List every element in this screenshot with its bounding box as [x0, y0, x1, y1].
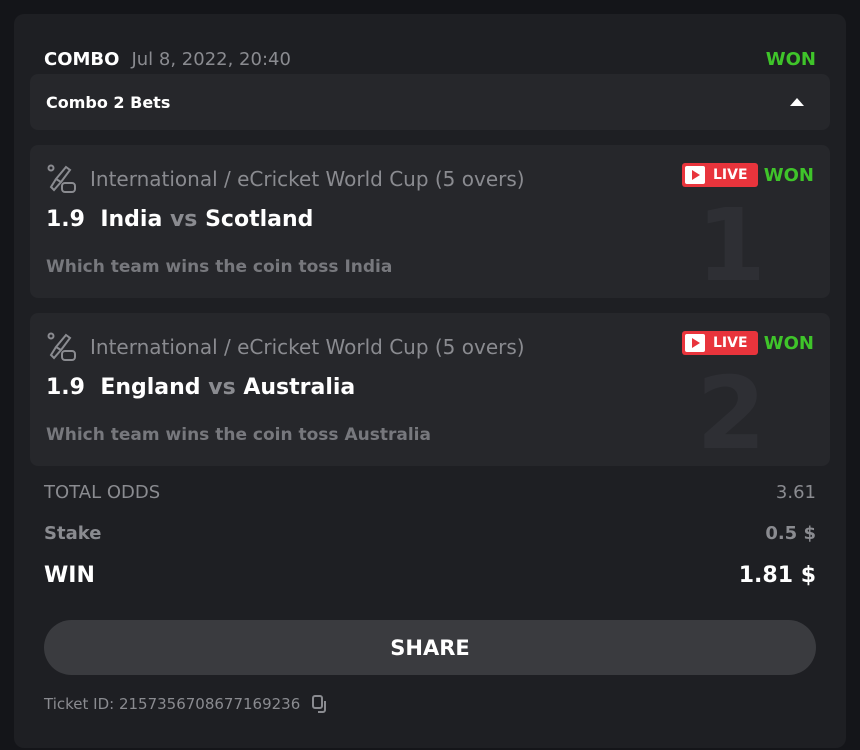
total-odds-label: TOTAL ODDS — [44, 482, 161, 503]
bet-item: 2 International / eCricket World Cup (5 … — [30, 313, 830, 466]
play-icon — [685, 334, 705, 352]
odds: 1.9 — [46, 375, 85, 400]
win-row: WIN 1.81 $ — [44, 563, 816, 588]
status-badge: WON — [765, 48, 816, 70]
stake-value: 0.5 $ — [765, 523, 816, 544]
vs: vs — [169, 207, 198, 232]
bet-status: WON — [763, 165, 814, 186]
bet-status: WON — [763, 333, 814, 354]
odds: 1.9 — [46, 207, 85, 232]
live-label: LIVE — [713, 335, 748, 351]
home-team: England — [100, 375, 201, 400]
bet-number: 2 — [696, 355, 766, 466]
ticket-id: Ticket ID: 2157356708677169236 — [44, 695, 301, 713]
home-team: India — [100, 207, 163, 232]
win-label: WIN — [44, 563, 95, 588]
away-team: Australia — [243, 375, 356, 400]
ecricket-icon — [47, 164, 76, 193]
stake-row: Stake 0.5 $ — [44, 523, 816, 544]
total-odds-row: TOTAL ODDS 3.61 — [44, 482, 816, 503]
bet-type: COMBO — [44, 48, 120, 70]
stake-label: Stake — [44, 523, 102, 544]
market: Which team wins the coin toss Australia — [46, 425, 431, 445]
live-badge: LIVE — [682, 331, 758, 355]
bet-card: COMBO Jul 8, 2022, 20:40 WON Combo 2 Bet… — [14, 14, 846, 748]
win-value: 1.81 $ — [738, 563, 816, 588]
live-label: LIVE — [713, 167, 748, 183]
league-name: International / eCricket World Cup (5 ov… — [90, 335, 525, 359]
share-button[interactable]: SHARE — [44, 620, 816, 675]
play-icon — [685, 166, 705, 184]
ticket-id-row: Ticket ID: 2157356708677169236 — [44, 694, 330, 714]
bet-header: COMBO Jul 8, 2022, 20:40 WON — [44, 44, 816, 74]
total-odds-value: 3.61 — [775, 482, 816, 503]
bet-date: Jul 8, 2022, 20:40 — [131, 48, 291, 70]
bet-item: 1 International / eCricket World Cup (5 … — [30, 145, 830, 298]
caret-up-icon — [790, 98, 804, 106]
combo-toggle[interactable]: Combo 2 Bets — [30, 74, 830, 130]
market: Which team wins the coin toss India — [46, 257, 393, 277]
live-badge: LIVE — [682, 163, 758, 187]
ecricket-icon — [47, 332, 76, 361]
away-team: Scotland — [205, 207, 314, 232]
league-name: International / eCricket World Cup (5 ov… — [90, 167, 525, 191]
bet-number: 1 — [696, 187, 766, 298]
combo-label: Combo 2 Bets — [46, 92, 171, 112]
match: 1.9 England vs Australia — [46, 375, 355, 400]
match: 1.9 India vs Scotland — [46, 207, 313, 232]
copy-icon[interactable] — [310, 694, 330, 714]
vs: vs — [208, 375, 236, 400]
